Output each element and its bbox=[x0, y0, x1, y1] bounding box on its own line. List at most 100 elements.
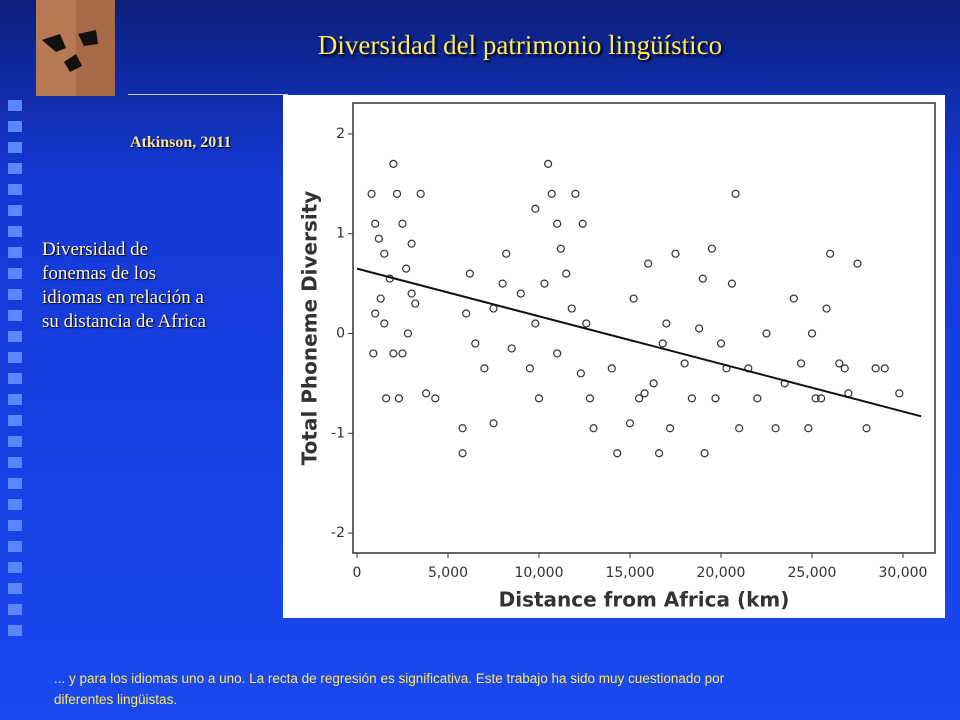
side-line: su distancia de Africa bbox=[42, 311, 207, 332]
point bbox=[547, 189, 556, 198]
point bbox=[811, 394, 820, 403]
point bbox=[371, 219, 380, 228]
point bbox=[392, 189, 402, 198]
point bbox=[382, 394, 391, 403]
point bbox=[700, 449, 709, 458]
point bbox=[525, 364, 534, 373]
point bbox=[807, 329, 817, 338]
chart: -2 -1 0 1 2 0 5,000 10,000 15,000 20,000 25,000 30,… bbox=[283, 95, 945, 618]
point bbox=[629, 294, 638, 303]
point bbox=[380, 249, 389, 258]
point bbox=[458, 424, 467, 433]
footer-line: ... y para los idiomas uno a uno. La rec… bbox=[54, 671, 725, 686]
point bbox=[576, 369, 585, 378]
point bbox=[687, 394, 696, 403]
decor-square bbox=[8, 121, 22, 132]
regression-line bbox=[356, 267, 922, 418]
x-tick-label: 0 bbox=[353, 565, 362, 581]
point bbox=[431, 394, 440, 403]
point bbox=[822, 304, 831, 313]
decor-square bbox=[8, 331, 22, 342]
rule bbox=[128, 94, 288, 95]
decor-square bbox=[8, 352, 22, 363]
citation: Atkinson, 2011 bbox=[130, 134, 232, 151]
logo bbox=[36, 0, 115, 96]
footer: ... y para los idiomas uno a uno. La rec… bbox=[54, 668, 724, 710]
decor-square bbox=[8, 478, 22, 489]
point bbox=[671, 249, 680, 258]
decor-square bbox=[8, 394, 22, 405]
point bbox=[376, 294, 385, 303]
point bbox=[853, 259, 862, 268]
y-tick-label: 2 bbox=[336, 126, 345, 142]
x-tick-label: 30,000 bbox=[878, 565, 927, 581]
x-tick-label: 15,000 bbox=[605, 565, 654, 581]
decor-square bbox=[8, 499, 22, 510]
point bbox=[411, 299, 420, 308]
decor-square bbox=[8, 562, 22, 573]
point bbox=[585, 394, 595, 403]
side-line: idiomas en relación a bbox=[42, 287, 204, 308]
decor-square bbox=[8, 436, 22, 447]
x-tick-label: 5,000 bbox=[428, 565, 468, 581]
y-tick-label: 0 bbox=[336, 325, 345, 341]
point bbox=[826, 249, 835, 258]
decor-square bbox=[8, 205, 22, 216]
point bbox=[407, 289, 416, 298]
x-tick-label: 25,000 bbox=[787, 565, 836, 581]
point bbox=[389, 159, 398, 168]
point bbox=[531, 319, 540, 328]
point bbox=[816, 394, 826, 403]
decor-square bbox=[8, 142, 22, 153]
footer-line: diferentes lingüistas. bbox=[54, 692, 178, 707]
y-axis-label: Total Phoneme Diversity bbox=[298, 191, 322, 466]
point bbox=[562, 269, 571, 278]
point bbox=[680, 359, 689, 368]
point bbox=[644, 259, 653, 268]
point bbox=[662, 319, 671, 328]
point bbox=[403, 329, 413, 338]
point bbox=[607, 364, 616, 373]
point bbox=[871, 364, 880, 373]
decor-square bbox=[8, 289, 22, 300]
point bbox=[465, 269, 474, 278]
y-tick-label: -1 bbox=[331, 425, 345, 441]
point bbox=[655, 449, 664, 458]
decor-square bbox=[8, 184, 22, 195]
point bbox=[402, 264, 411, 273]
point bbox=[862, 424, 871, 433]
point bbox=[394, 394, 403, 403]
y-tick-label: -2 bbox=[331, 525, 345, 541]
decor-square bbox=[8, 457, 22, 468]
decor-square bbox=[8, 226, 22, 237]
point bbox=[462, 309, 471, 318]
point bbox=[771, 424, 780, 433]
point bbox=[502, 249, 511, 258]
point bbox=[416, 189, 425, 198]
decor-square bbox=[8, 247, 22, 258]
point bbox=[498, 279, 507, 288]
decor-square bbox=[8, 310, 22, 321]
point bbox=[489, 419, 498, 428]
x-tick-label: 10,000 bbox=[514, 565, 563, 581]
point bbox=[374, 234, 383, 243]
decor-square bbox=[8, 268, 22, 279]
point bbox=[634, 394, 644, 403]
point bbox=[389, 349, 398, 358]
point bbox=[895, 389, 904, 398]
point bbox=[589, 424, 598, 433]
point bbox=[516, 289, 525, 298]
point bbox=[625, 419, 635, 428]
point bbox=[735, 424, 744, 433]
point bbox=[727, 279, 737, 288]
point bbox=[582, 319, 591, 328]
point bbox=[707, 244, 716, 253]
point bbox=[534, 394, 544, 403]
point bbox=[407, 239, 416, 248]
point bbox=[369, 349, 378, 358]
point bbox=[880, 364, 889, 373]
x-axis-label: Distance from Africa (km) bbox=[499, 588, 790, 612]
point bbox=[567, 304, 576, 313]
point bbox=[665, 424, 675, 433]
point bbox=[422, 389, 431, 398]
